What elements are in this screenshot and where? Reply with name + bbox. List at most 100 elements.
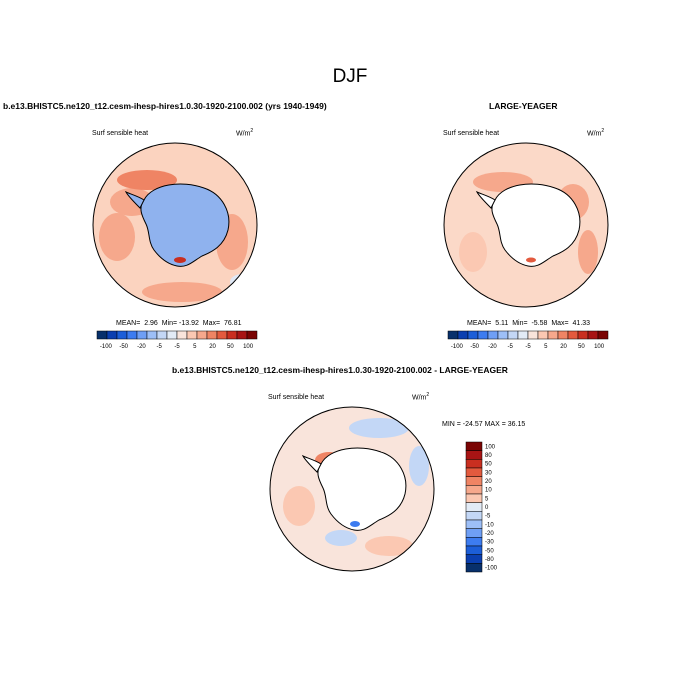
panel3-polar-map [269, 406, 435, 572]
panel1-polar-map [92, 142, 258, 308]
panel1-colorbar: -100 -50 -20 -5 -5 5 20 50 100 [96, 330, 258, 350]
panel2-heat-region [459, 232, 487, 272]
panel2-stats: MEAN= 5.11 Min= -5.58 Max= 41.33 [467, 320, 591, 327]
colorbar-tick-label: -100 [485, 566, 498, 572]
colorbar-swatch [465, 545, 483, 555]
colorbar-swatch [507, 330, 519, 340]
panel1-units-label: W/m2 [236, 128, 254, 138]
panel2-units-label: W/m2 [587, 128, 605, 138]
panel1-title: b.e13.BHISTC5.ne120_t12.cesm-ihesp-hires… [3, 101, 327, 111]
colorbar-tick-label: -50 [119, 344, 128, 350]
panel2-antarctic-peninsula [475, 190, 496, 209]
colorbar-swatch [146, 330, 158, 340]
panel3-cool-region [349, 418, 409, 438]
colorbar-tick-label: -10 [485, 522, 494, 528]
colorbar-swatch [136, 330, 148, 340]
panel2-map-border [443, 142, 609, 308]
colorbar-swatch [547, 330, 559, 340]
panel2-heat-region [578, 230, 598, 274]
colorbar-swatch [465, 493, 483, 503]
panel1-antarctica [140, 183, 230, 267]
panel3-cool-region [350, 521, 360, 527]
panel1-heat-region [117, 170, 177, 190]
colorbar-swatch [465, 467, 483, 477]
panel3-cool-region [409, 446, 429, 486]
colorbar-tick-label: 10 [485, 488, 492, 494]
colorbar-swatch [467, 330, 479, 340]
colorbar-tick-label: -5 [485, 514, 491, 520]
panel3-units-label: W/m2 [412, 392, 430, 402]
colorbar-tick-label: 100 [485, 444, 496, 450]
colorbar-tick-label: 20 [209, 344, 216, 350]
colorbar-tick-label: 0 [485, 505, 489, 511]
panel1-heat-region [142, 282, 222, 302]
colorbar-swatch [465, 563, 483, 573]
panel1-stats: MEAN= 2.96 Min= -13.92 Max= 76.81 [116, 320, 242, 327]
colorbar-swatch [587, 330, 599, 340]
colorbar-swatch [96, 330, 108, 340]
panel1-cool-region [98, 284, 126, 300]
colorbar-tick-label: -100 [451, 344, 464, 350]
colorbar-tick-label: 100 [594, 344, 605, 350]
colorbar-swatch [517, 330, 529, 340]
colorbar-swatch [465, 459, 483, 469]
colorbar-tick-label: 80 [485, 453, 492, 459]
colorbar-swatch [156, 330, 168, 340]
panel2-colorbar: -100 -50 -20 -5 -5 5 20 50 100 [447, 330, 609, 350]
colorbar-swatch [465, 511, 483, 521]
colorbar-tick-label: 50 [578, 344, 585, 350]
page-title: DJF [332, 66, 368, 87]
colorbar-tick-label: 50 [485, 462, 492, 468]
colorbar-tick-label: -80 [485, 557, 494, 563]
colorbar-swatch [465, 450, 483, 460]
panel1-antarctic-peninsula [124, 190, 145, 209]
colorbar-swatch [106, 330, 118, 340]
colorbar-swatch [567, 330, 579, 340]
colorbar-tick-label: 5 [485, 496, 489, 502]
colorbar-tick-label: -100 [100, 344, 113, 350]
colorbar-swatch [226, 330, 238, 340]
colorbar-tick-label: -5 [525, 344, 531, 350]
colorbar-tick-label: 20 [485, 479, 492, 485]
colorbar-swatch [487, 330, 499, 340]
colorbar-tick-label: 5 [193, 344, 197, 350]
colorbar-tick-label: 100 [243, 344, 254, 350]
colorbar-swatch [447, 330, 459, 340]
colorbar-tick-label: -5 [508, 344, 514, 350]
colorbar-swatch [186, 330, 198, 340]
colorbar-swatch [465, 485, 483, 495]
panel3-minmax-label: MIN = -24.57 MAX = 36.15 [442, 421, 526, 428]
panel1-heat-region [99, 213, 135, 261]
colorbar-tick-label: 30 [485, 470, 492, 476]
colorbar-swatch [537, 330, 549, 340]
colorbar-swatch [477, 330, 489, 340]
colorbar-swatch [216, 330, 228, 340]
panel3-map-border [269, 406, 435, 572]
colorbar-swatch [465, 528, 483, 538]
colorbar-swatch [597, 330, 609, 340]
panel1-map-border [92, 142, 258, 308]
colorbar-tick-label: -30 [485, 540, 494, 546]
colorbar-tick-label: 5 [544, 344, 548, 350]
panel1-variable-label: Surf sensible heat [92, 130, 149, 137]
colorbar-swatch [176, 330, 188, 340]
panel3-heat-region [365, 536, 413, 556]
panel3-antarctic-peninsula [301, 454, 322, 473]
panel2-heat-region [526, 257, 536, 263]
panel2-title: LARGE-YEAGER [489, 101, 558, 111]
panel3-heat-region [283, 486, 315, 526]
panel3-cool-region [325, 530, 357, 546]
colorbar-swatch [527, 330, 539, 340]
colorbar-swatch [465, 502, 483, 512]
panel3-title: b.e13.BHISTC5.ne120_t12.cesm-ihesp-hires… [172, 365, 508, 375]
colorbar-swatch [577, 330, 589, 340]
colorbar-tick-label: -5 [157, 344, 163, 350]
panel2-antarctica [491, 183, 581, 267]
colorbar-swatch [465, 441, 483, 451]
colorbar-swatch [196, 330, 208, 340]
colorbar-swatch [116, 330, 128, 340]
colorbar-swatch [465, 554, 483, 564]
colorbar-swatch [557, 330, 569, 340]
panel2-polar-map [443, 142, 609, 308]
